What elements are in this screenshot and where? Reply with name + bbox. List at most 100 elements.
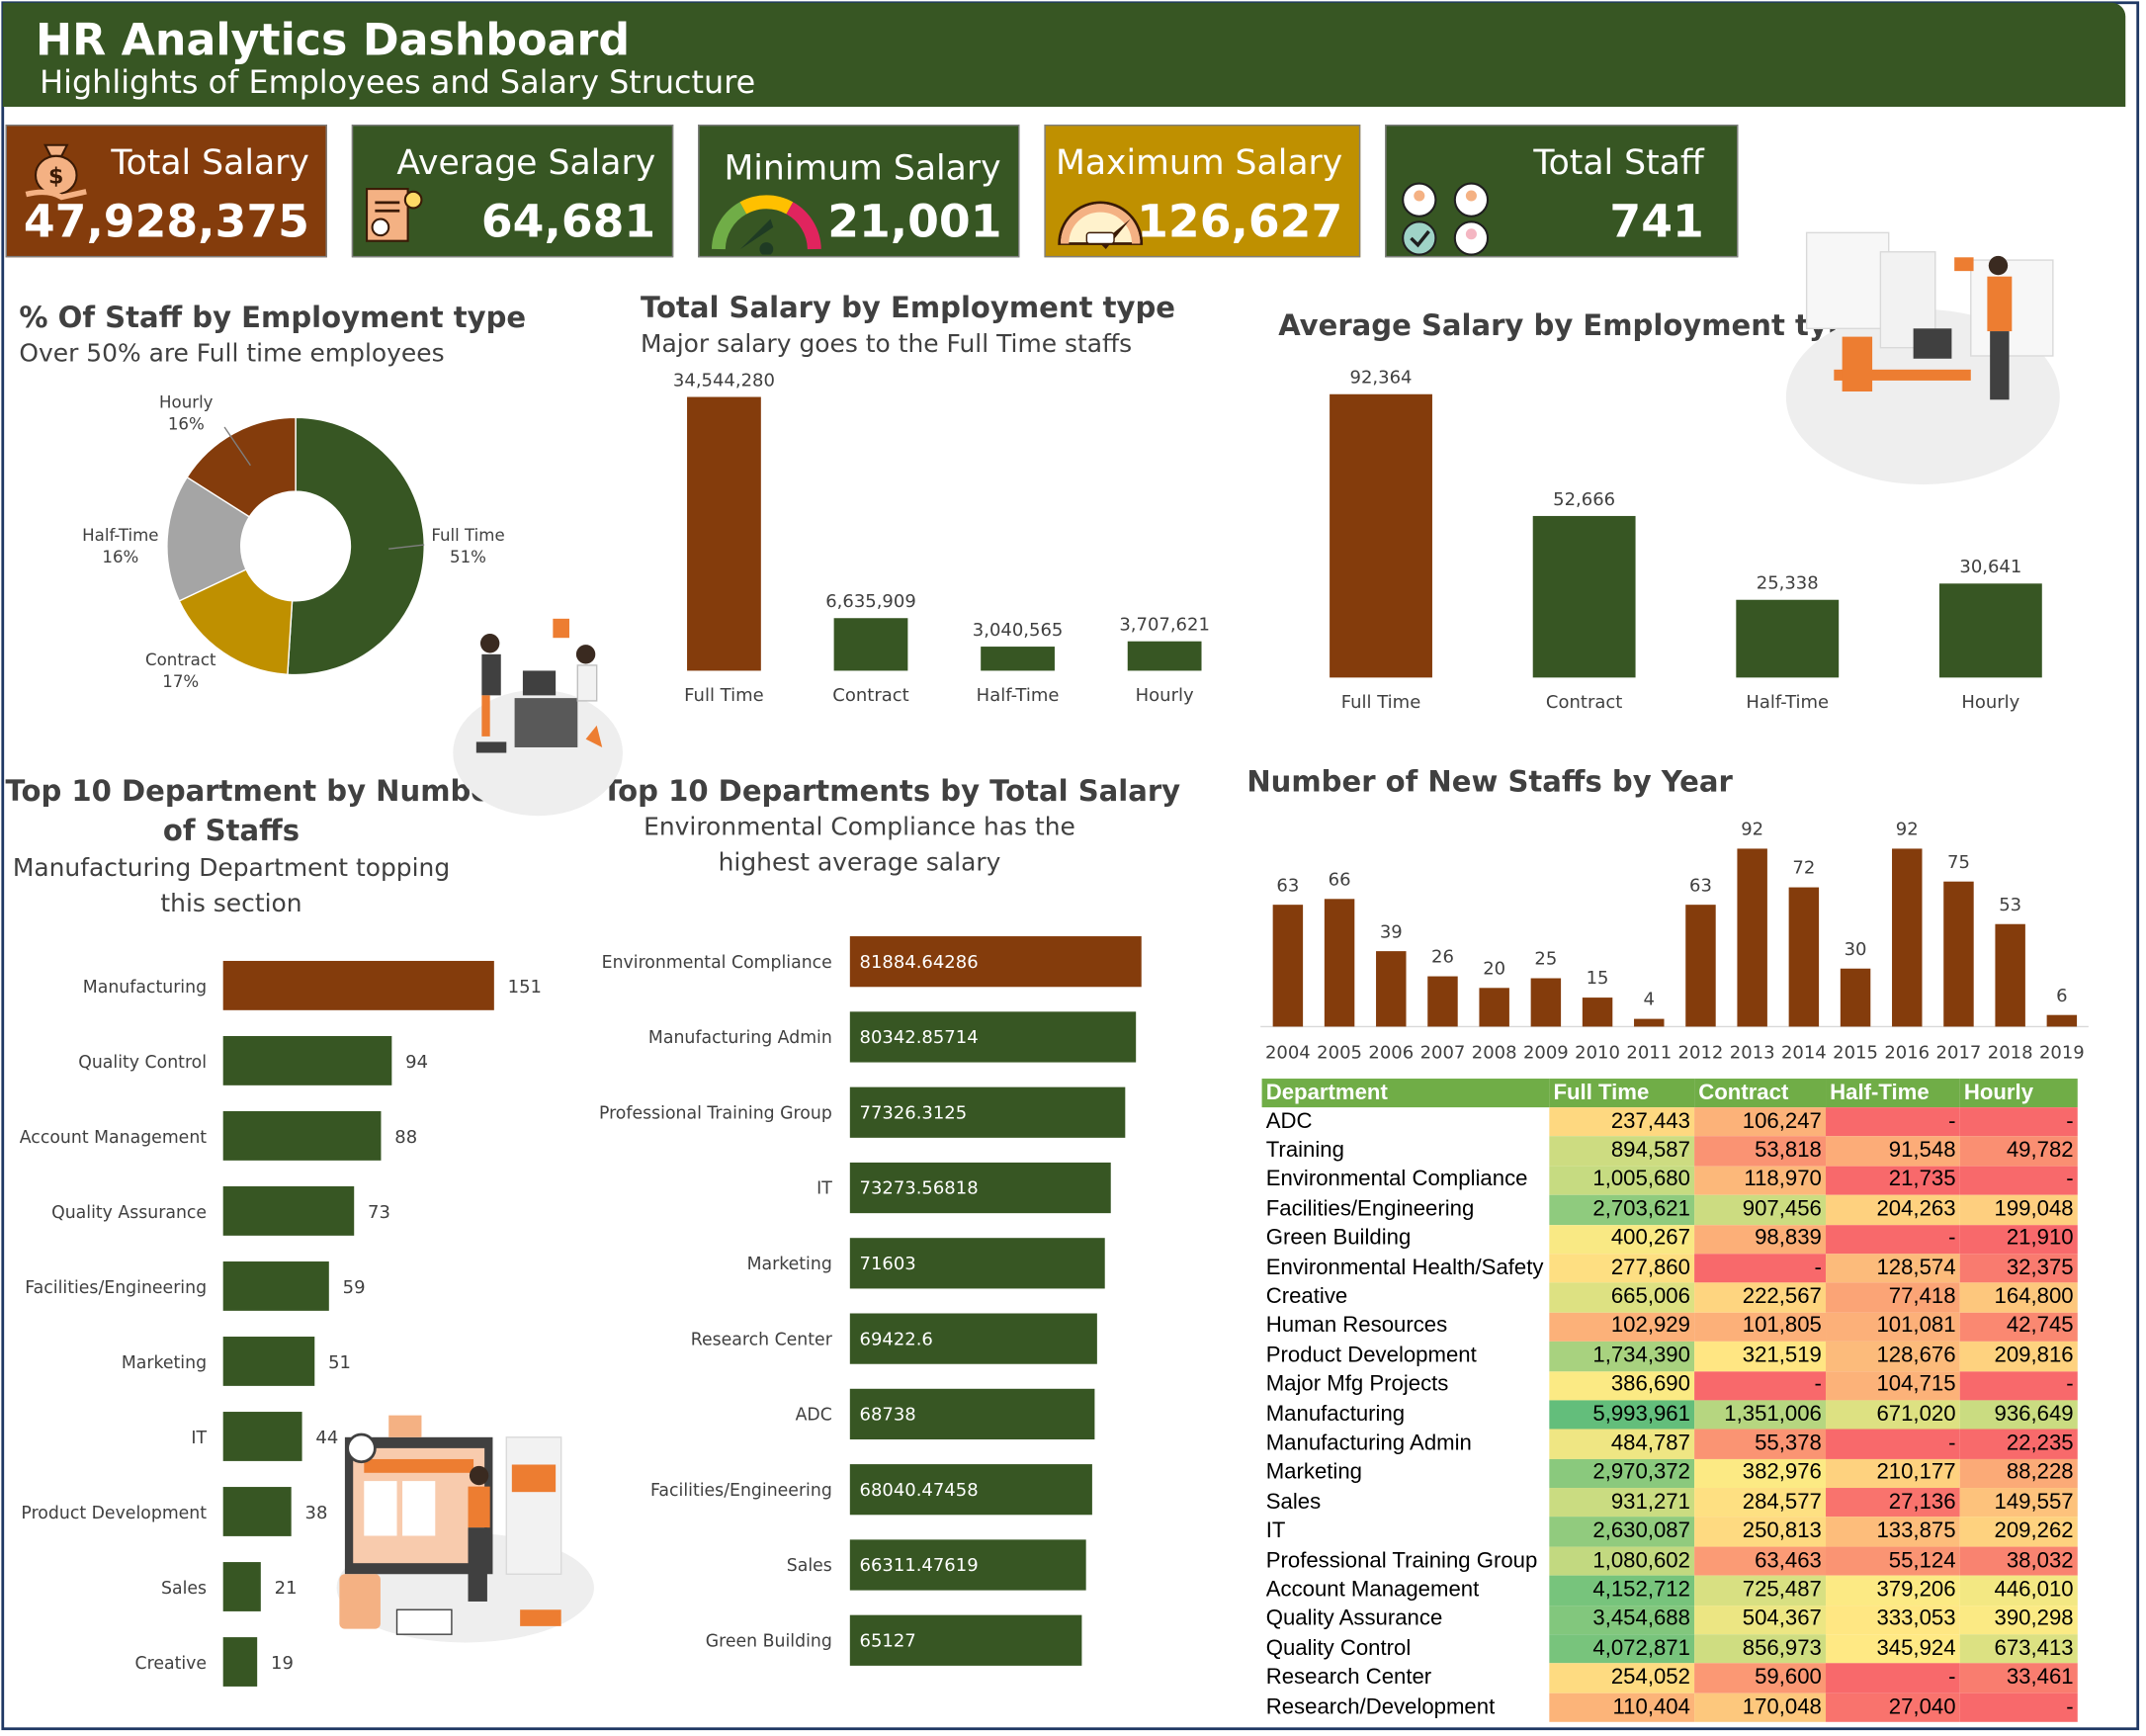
salary-cell: 128,574: [1826, 1254, 1960, 1283]
salary-cell: -: [1826, 1663, 1960, 1693]
salary-cell: -: [1959, 1107, 2078, 1137]
salary-cell: 59,600: [1694, 1663, 1827, 1693]
pie-label: Full Time: [431, 526, 504, 545]
data-label: 72: [1792, 858, 1815, 879]
bar: [1892, 848, 1923, 1027]
kpi-maximum-salary: Maximum Salary 126,627: [1044, 124, 1361, 258]
data-label: 19: [271, 1653, 294, 1674]
salary-cell: 101,081: [1826, 1312, 1960, 1343]
bar: [1736, 599, 1840, 678]
category-label: 2005: [1317, 1042, 1362, 1063]
data-label: 15: [1587, 968, 1609, 989]
column-header: Hourly: [1959, 1079, 2078, 1108]
category-label: 2018: [1988, 1042, 2033, 1063]
category-label: 2019: [2039, 1042, 2085, 1063]
bar: [1530, 978, 1562, 1027]
kpi-label: Minimum Salary: [724, 147, 1001, 188]
category-label: ADC: [796, 1406, 832, 1426]
pie-value: 16%: [168, 415, 205, 434]
department-cell: Human Resources: [1265, 1314, 1448, 1339]
data-label: 3,040,565: [973, 620, 1064, 641]
data-label: 59: [343, 1277, 366, 1298]
bar: [849, 936, 1142, 988]
pie-slice: [287, 416, 425, 676]
data-label: 71603: [860, 1254, 916, 1274]
office-illustration-2: [1785, 231, 2060, 485]
salary-cell: 22,235: [1959, 1429, 2078, 1459]
bar: [1737, 848, 1767, 1027]
category-label: Manufacturing: [83, 978, 207, 998]
category-label: Hourly: [1136, 685, 1194, 706]
bar: [1330, 393, 1432, 678]
bar: [222, 1487, 292, 1536]
table-row: Professional Training Group 1,080,602 63,4…: [1262, 1546, 2078, 1576]
category-label: 2013: [1730, 1042, 1775, 1063]
top-dept-salary-subtitle-2: highest average salary: [718, 848, 1001, 878]
salary-cell: 63,463: [1694, 1546, 1827, 1576]
pie-slice: [186, 416, 297, 518]
top-dept-salary-title: Top 10 Departments by Total Salary: [602, 774, 1181, 808]
salary-cell: -: [1694, 1254, 1827, 1283]
salary-cell: 149,557: [1959, 1488, 2078, 1518]
salary-cell: 671,020: [1826, 1400, 1960, 1430]
salary-cell: 446,010: [1959, 1575, 2078, 1606]
salary-cell: 237,443: [1549, 1107, 1695, 1137]
page-subtitle: Highlights of Employees and Salary Struc…: [40, 65, 756, 102]
salary-cell: 400,267: [1549, 1224, 1695, 1255]
avg-salary-title: Average Salary by Employment type: [1278, 308, 1868, 343]
bar: [849, 1086, 1126, 1138]
data-label: 53: [1999, 895, 2021, 915]
column-header: Contract: [1694, 1079, 1827, 1108]
table-row: Environmental Compliance 1,005,680 118,970…: [1262, 1166, 2078, 1195]
pie-label: Hourly: [159, 393, 214, 412]
bar: [222, 960, 494, 1010]
category-label: Environmental Compliance: [602, 953, 832, 973]
salary-cell: 673,413: [1959, 1634, 2078, 1664]
category-label: Half-Time: [1746, 692, 1829, 713]
pie-label: Contract: [145, 651, 216, 669]
salary-cell: 931,271: [1549, 1488, 1695, 1518]
salary-cell: 936,649: [1959, 1400, 2078, 1430]
salary-cell: 222,567: [1694, 1282, 1827, 1313]
kpi-value: 47,928,375: [23, 194, 309, 248]
pie-value: 51%: [450, 548, 486, 566]
people-icon: [1402, 182, 1490, 256]
salary-cell: 284,577: [1694, 1488, 1827, 1518]
data-label: 92: [1896, 820, 1919, 840]
table-row: ADC 237,443 106,247- -: [1262, 1107, 2078, 1137]
department-cell: Facilities/Engineering: [1265, 1197, 1475, 1221]
column-header: Department: [1261, 1079, 1550, 1108]
bar: [687, 396, 761, 671]
salary-cell: 1,080,602: [1549, 1546, 1695, 1576]
department-cell: Environmental Health/Safety: [1265, 1256, 1544, 1280]
category-label: Quality Assurance: [51, 1203, 207, 1223]
salary-cell: 118,970: [1694, 1166, 1827, 1195]
salary-cell: 386,690: [1549, 1370, 1695, 1401]
data-label: 69422.6: [860, 1329, 933, 1349]
salary-cell: 77,418: [1826, 1282, 1960, 1313]
table-row: Manufacturing Admin 484,787 55,378-22,235: [1262, 1429, 2078, 1459]
data-label: 52,666: [1553, 489, 1615, 510]
table-row: Training 894,587 53,818 91,548 49,782: [1262, 1136, 2078, 1167]
kpi-label: Total Salary: [111, 141, 309, 183]
salary-cell: 4,072,871: [1549, 1634, 1695, 1664]
invoice-icon: [366, 188, 423, 242]
salary-cell: 504,367: [1694, 1605, 1827, 1635]
bar: [849, 1388, 1095, 1440]
salary-cell: 32,375: [1959, 1254, 2078, 1283]
kpi-total-staff: Total Staff 741: [1385, 124, 1739, 258]
salary-cell: 204,263: [1826, 1194, 1960, 1225]
table-row: Manufacturing 5,993,961 1,351,006 671,020 93…: [1262, 1400, 2078, 1430]
category-label: IT: [816, 1179, 832, 1199]
salary-cell: 4,152,712: [1549, 1575, 1695, 1606]
bar: [2046, 1014, 2078, 1027]
column-header: Half-Time: [1826, 1079, 1960, 1108]
category-label: 2016: [1884, 1042, 1930, 1063]
category-label: Full Time: [1341, 692, 1420, 713]
bar: [981, 647, 1055, 671]
bar: [222, 1637, 258, 1687]
salary-cell: 128,676: [1826, 1342, 1960, 1371]
salary-cell: 164,800: [1959, 1282, 2078, 1313]
data-label: 21: [275, 1578, 298, 1599]
